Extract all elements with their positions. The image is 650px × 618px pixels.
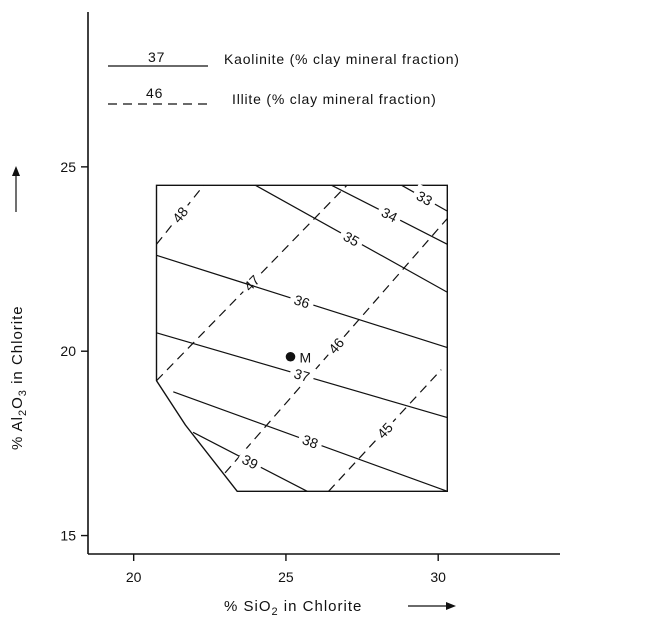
legend-kaolinite-label: Kaolinite (% clay mineral fraction)	[224, 51, 460, 67]
legend-kaolinite-sample-value: 37	[148, 49, 165, 65]
y-tick-label: 15	[60, 528, 76, 544]
x-tick-label: 30	[430, 569, 446, 585]
legend: 37 Kaolinite (% clay mineral fraction) 4…	[108, 49, 460, 107]
kaolinite-contour-label-gap	[336, 224, 367, 254]
axes	[87, 12, 560, 555]
kaolinite-contour-label-gap	[287, 362, 317, 389]
y-axis-arrow	[12, 166, 20, 212]
axis-ticks: 20 25 30 15 20 25	[60, 159, 446, 585]
sample-point-marker	[285, 351, 296, 362]
x-axis-label: % SiO2 in Chlorite	[224, 598, 362, 618]
x-tick-label: 20	[126, 569, 142, 585]
kaolinite-contour-label-gap	[374, 200, 405, 230]
kaolinite-contour-label-gap	[409, 183, 440, 213]
illite-contour-label-gap	[236, 267, 268, 299]
legend-illite-sample-value: 46	[146, 85, 163, 101]
kaolinite-contour-label-gap	[287, 288, 317, 315]
kaolinite-contour-label: 33	[414, 187, 436, 209]
data-domain-boundary	[155, 184, 448, 492]
kaolinite-contour-label: 39	[240, 451, 261, 472]
kaolinite-contour-label: 35	[341, 228, 363, 250]
illite-contour-label-gap	[369, 414, 401, 447]
x-axis-arrow	[408, 602, 456, 610]
y-axis-label: % Al2O3 in Chlorite	[9, 305, 29, 450]
kaolinite-contour-label-gap	[234, 447, 266, 477]
illite-contour-label-gap	[320, 330, 352, 362]
kaolinite-contour-label: 34	[379, 204, 400, 225]
y-tick-label: 20	[60, 343, 76, 359]
kaolinite-contour-label: 37	[292, 365, 312, 385]
legend-item-illite: 46 Illite (% clay mineral fraction)	[108, 85, 437, 107]
kaolinite-contour-label-gap	[295, 428, 325, 456]
legend-item-kaolinite: 37 Kaolinite (% clay mineral fraction)	[108, 49, 460, 67]
y-tick-label: 25	[60, 159, 76, 175]
legend-illite-label: Illite (% clay mineral fraction)	[232, 91, 437, 107]
x-tick-label: 25	[278, 569, 294, 585]
kaolinite-contour-label: 36	[292, 291, 312, 311]
illite-contour-label-gap	[164, 199, 196, 231]
kaolinite-contour-label: 38	[300, 431, 320, 451]
sample-point-label: M	[300, 350, 312, 366]
